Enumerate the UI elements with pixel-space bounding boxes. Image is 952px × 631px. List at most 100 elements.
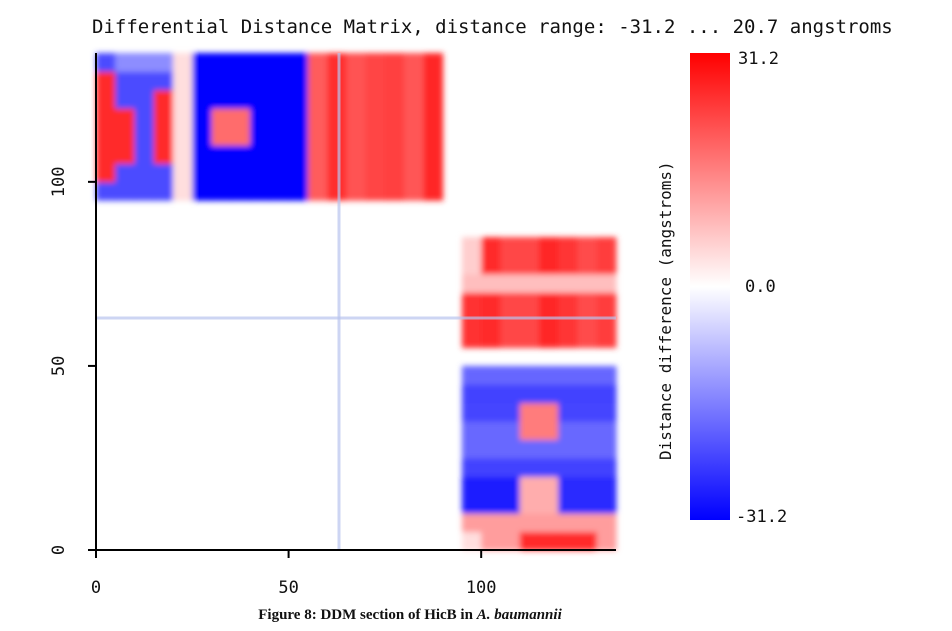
heatmap-cell [288, 163, 309, 183]
figure-caption: Figure 8: DDM section of HicB in A. baum… [0, 607, 820, 624]
axes: 0 50 100 0 50 100 [49, 53, 616, 598]
heatmap-cell [596, 255, 617, 275]
heatmap-cell [346, 89, 367, 109]
heatmap-cell [230, 71, 251, 91]
heatmap-cell [423, 145, 444, 164]
heatmap-cell [577, 531, 598, 551]
heatmap-cell [500, 513, 521, 533]
heatmap-cell [250, 89, 270, 109]
heatmap-cell [423, 181, 444, 201]
heatmap-cell [500, 273, 521, 293]
heatmap-cell [250, 181, 270, 201]
heatmap-cell [481, 384, 501, 404]
heatmap-cell [577, 255, 598, 275]
heatmap-cell [230, 126, 251, 146]
heatmap-cell [365, 89, 386, 109]
heatmap-cell [596, 310, 617, 330]
heatmap-cell [538, 439, 559, 459]
heatmap-cell [500, 494, 521, 514]
heatmap-cell [577, 329, 598, 349]
heatmap-cell [538, 494, 559, 514]
heatmap-cell [230, 181, 251, 201]
heatmap-cell [577, 457, 598, 477]
heatmap-cell [211, 126, 232, 146]
heatmap-cell [500, 421, 521, 441]
heatmap-cell [230, 108, 251, 128]
heatmap-cell [481, 255, 501, 275]
heatmap-cell [596, 329, 617, 349]
heatmap-cell [173, 181, 193, 201]
heatmap-cell [423, 71, 444, 91]
heatmap-cell [538, 457, 559, 477]
heatmap-cell [538, 513, 559, 533]
heatmap-cell [461, 237, 482, 256]
heatmap-cell [365, 145, 386, 164]
heatmap-cell [192, 53, 213, 72]
heatmap-cell [558, 476, 578, 496]
heatmap-cell [365, 53, 386, 72]
heatmap-cell [461, 476, 482, 496]
heatmap-cell [307, 145, 328, 164]
heatmap-cell [558, 457, 578, 477]
heatmap-cell [96, 108, 116, 128]
heatmap-cell [365, 163, 386, 183]
heatmap-cell [481, 439, 501, 459]
heatmap-cell [384, 163, 405, 183]
heatmap-cell [577, 310, 598, 330]
heatmap-cell [365, 181, 386, 201]
heatmap-cell [115, 145, 136, 164]
heatmap-cell [230, 163, 251, 183]
heatmap-cell [134, 53, 155, 72]
heatmap-cell [538, 384, 559, 404]
heatmap-cell [596, 439, 617, 459]
heatmap-cell [346, 145, 367, 164]
heatmap-cell [519, 476, 540, 496]
heatmap-cell [327, 163, 347, 183]
heatmap-cell [404, 145, 424, 164]
heatmap-cell [192, 108, 213, 128]
heatmap-cell [538, 402, 559, 422]
heatmap-cell [173, 71, 193, 91]
heatmap-cell [346, 126, 367, 146]
heatmap-cell [577, 402, 598, 422]
heatmap-cell [558, 237, 578, 256]
heatmap-cell [596, 513, 617, 533]
heatmap-cell [96, 181, 116, 201]
heatmap-cell [230, 53, 251, 72]
heatmap-cell [538, 476, 559, 496]
heatmap-cell [500, 365, 521, 385]
heatmap-cell [307, 108, 328, 128]
heatmap-cell [500, 329, 521, 349]
heatmap-cell [423, 126, 444, 146]
heatmap-cell [96, 145, 116, 164]
heatmap-cell [269, 71, 290, 91]
heatmap-cell [558, 310, 578, 330]
heatmap-cell [153, 89, 174, 109]
heatmap-cell [404, 181, 424, 201]
heatmap-cell [519, 494, 540, 514]
heatmap-cell [500, 255, 521, 275]
heatmap-cell [596, 384, 617, 404]
heatmap-cell [250, 71, 270, 91]
heatmap-cell [404, 163, 424, 183]
heatmap-cell [558, 531, 578, 551]
heatmap-cell [269, 126, 290, 146]
heatmap-cell [538, 421, 559, 441]
heatmap-cell [115, 53, 136, 72]
heatmap-cell [461, 329, 482, 349]
heatmap-cell [577, 237, 598, 256]
heatmap-cell [327, 181, 347, 201]
heatmap-cell [288, 181, 309, 201]
heatmap-cell [596, 273, 617, 293]
y-tick-label: 100 [49, 166, 69, 197]
heatmap-cell [327, 71, 347, 91]
heatmap-cell [404, 126, 424, 146]
heatmap-cell [153, 145, 174, 164]
heatmap-cell [269, 89, 290, 109]
heatmap-cell [115, 71, 136, 91]
heatmap-cell [558, 329, 578, 349]
heatmap-cell [538, 329, 559, 349]
heatmap-chart: 0 50 100 0 50 100 31.2 0.0 -31.2 Distance di… [49, 49, 787, 598]
heatmap-cell [596, 531, 617, 551]
heatmap-cell [596, 494, 617, 514]
